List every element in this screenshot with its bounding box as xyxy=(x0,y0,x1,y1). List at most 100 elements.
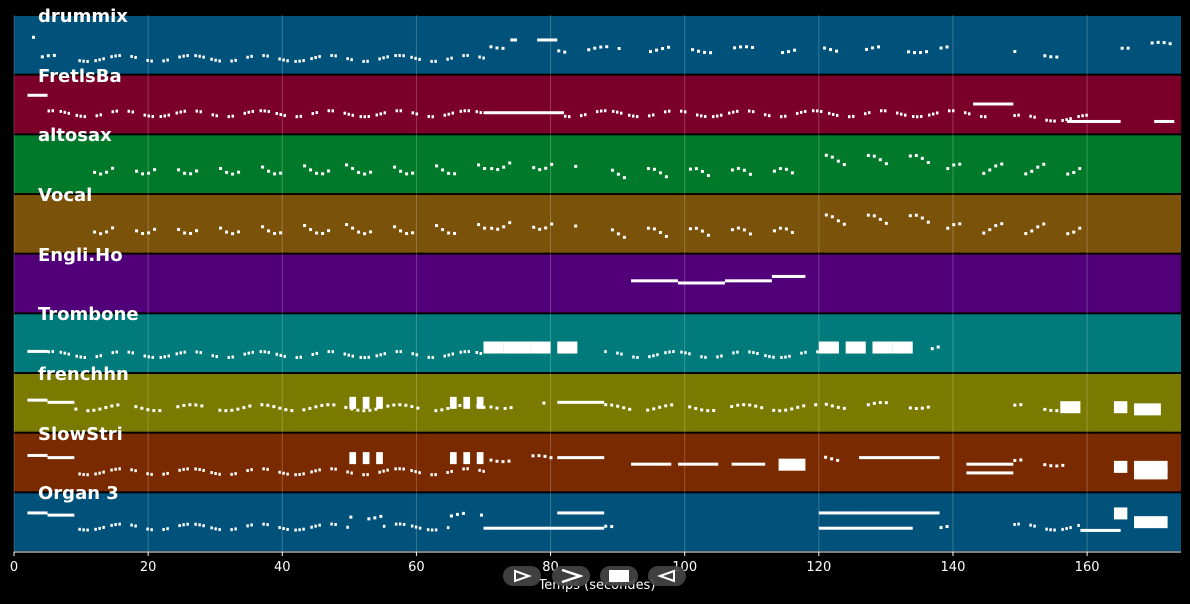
note xyxy=(694,407,698,411)
note xyxy=(383,111,387,115)
note xyxy=(414,525,418,529)
note xyxy=(958,162,962,166)
play-button[interactable] xyxy=(552,566,590,586)
note xyxy=(450,469,453,473)
note xyxy=(531,454,535,458)
note xyxy=(286,527,289,531)
note xyxy=(111,166,115,170)
note xyxy=(441,168,445,172)
note xyxy=(866,403,870,407)
note xyxy=(672,350,675,354)
back-icon xyxy=(657,569,675,583)
note xyxy=(646,408,650,412)
note-bar xyxy=(966,462,1014,466)
note-block xyxy=(483,341,504,354)
note xyxy=(446,406,450,410)
note xyxy=(829,48,833,52)
note xyxy=(1077,523,1080,527)
note xyxy=(402,522,406,526)
note xyxy=(266,523,269,527)
note xyxy=(1019,403,1023,407)
note xyxy=(435,224,439,228)
note-block xyxy=(476,396,484,409)
note xyxy=(146,472,149,476)
note xyxy=(475,110,479,114)
note xyxy=(495,406,499,410)
note xyxy=(47,109,51,113)
note xyxy=(447,231,451,235)
note xyxy=(110,468,113,472)
back-button[interactable] xyxy=(648,566,686,586)
note xyxy=(936,345,940,349)
note xyxy=(330,53,333,57)
note xyxy=(1029,523,1032,527)
rewind-button[interactable] xyxy=(503,566,541,586)
note xyxy=(982,171,986,175)
note xyxy=(748,232,752,236)
note xyxy=(784,167,788,171)
note xyxy=(320,403,324,407)
note xyxy=(610,168,614,172)
note xyxy=(98,526,101,530)
note xyxy=(183,350,187,354)
note xyxy=(111,110,115,114)
note xyxy=(318,523,321,527)
stop-button[interactable] xyxy=(600,566,638,586)
note xyxy=(398,467,401,471)
note-bar xyxy=(47,513,75,517)
note xyxy=(182,523,185,527)
note xyxy=(283,114,287,118)
note xyxy=(327,229,331,233)
track-label: SlowStri xyxy=(38,423,123,445)
note-bar xyxy=(27,398,48,402)
note xyxy=(246,469,249,473)
note xyxy=(631,114,635,118)
note xyxy=(463,350,467,354)
note xyxy=(772,355,775,359)
note xyxy=(440,408,444,412)
note xyxy=(163,114,167,118)
note xyxy=(308,406,312,410)
note-block xyxy=(362,452,370,465)
note xyxy=(646,226,650,230)
note xyxy=(706,174,710,178)
note-bar xyxy=(27,93,48,97)
note xyxy=(703,50,707,54)
note xyxy=(790,171,794,175)
note xyxy=(490,226,494,230)
note xyxy=(210,57,213,61)
note xyxy=(234,527,237,531)
note-block xyxy=(818,341,839,354)
note xyxy=(544,226,548,230)
note xyxy=(694,226,698,230)
note xyxy=(167,354,171,358)
note xyxy=(93,170,97,174)
note-bar xyxy=(483,111,564,115)
note xyxy=(664,351,667,355)
note xyxy=(824,455,828,459)
note xyxy=(664,234,668,238)
note xyxy=(727,111,731,115)
stop-icon xyxy=(609,570,629,582)
note xyxy=(779,115,783,119)
note xyxy=(379,353,383,357)
note xyxy=(946,167,950,171)
note xyxy=(194,54,197,58)
note xyxy=(903,113,907,117)
note xyxy=(99,172,103,176)
note xyxy=(310,57,313,61)
note xyxy=(908,406,912,410)
note xyxy=(151,355,155,359)
note xyxy=(459,350,463,354)
note xyxy=(1085,113,1088,117)
note xyxy=(134,55,137,59)
note xyxy=(1043,463,1047,467)
note xyxy=(78,472,81,476)
note-bar xyxy=(27,453,48,457)
note xyxy=(800,351,803,355)
note xyxy=(694,167,698,171)
note xyxy=(447,171,451,175)
note xyxy=(286,59,289,63)
note xyxy=(150,59,153,63)
note xyxy=(83,355,87,359)
